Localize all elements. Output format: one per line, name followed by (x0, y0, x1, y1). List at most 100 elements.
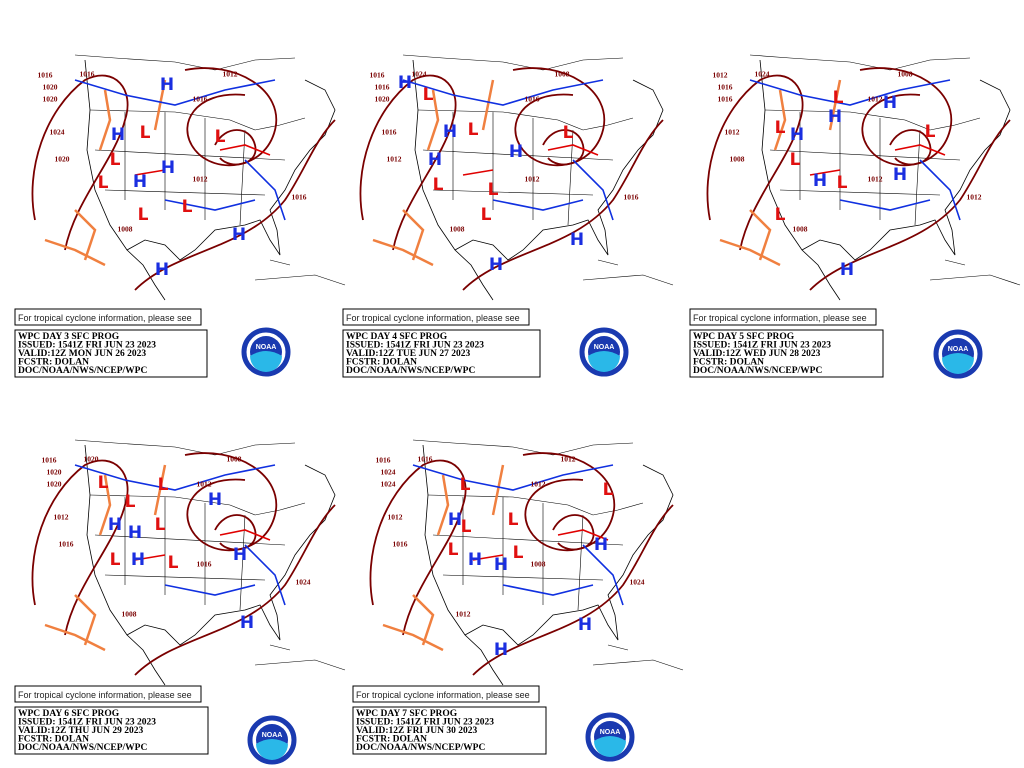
high-center: H (131, 550, 145, 570)
isobar-label: 1020 (375, 95, 390, 104)
low-center: L (833, 88, 844, 108)
isobar-label: 1008 (730, 155, 745, 164)
low-center: L (508, 510, 519, 530)
map-line (44, 464, 167, 652)
isobar-label: 1008 (555, 70, 570, 79)
map-line (542, 129, 585, 166)
info-line: VALID:12Z FRI JUN 30 2023 (356, 726, 477, 736)
logo-gull (588, 351, 620, 372)
map-line (809, 144, 946, 176)
isobar-label: 1012 (531, 480, 546, 489)
tropical-note: For tropical cyclone information, please… (356, 690, 530, 700)
high-center: H (160, 75, 174, 95)
info-line: DOC/NOAA/NWS/NCEP/WPC (356, 743, 485, 753)
map-line (759, 59, 1011, 301)
info-line: FCSTR: DOLAN (356, 735, 427, 745)
low-center: L (925, 122, 936, 142)
low-center: L (448, 540, 459, 560)
map-line (427, 494, 644, 611)
map-line (749, 79, 961, 221)
isobar-label: 1016 (59, 540, 74, 549)
isobar-label: 1012 (868, 95, 883, 104)
isobar-label: 1016 (42, 456, 57, 465)
isobar-label: 1016 (375, 83, 390, 92)
map: 1016 1020 1020 1024 1020 1012 1016 1012 1008 1016… (31, 54, 346, 301)
low-center: L (215, 127, 226, 147)
isobar-label: 1012 (54, 513, 69, 522)
logo-text: NOAA (262, 732, 283, 739)
isobar-label: 1016 (80, 70, 95, 79)
map-line (134, 119, 336, 291)
high-center: H (133, 172, 147, 192)
isobar-label: 1012 (388, 513, 403, 522)
map-line (764, 109, 981, 226)
map-line (214, 514, 257, 551)
high-center: H (398, 73, 412, 93)
map-line (84, 444, 336, 686)
map-line (889, 129, 932, 166)
map-line (412, 59, 664, 301)
low-center: L (110, 550, 121, 570)
high-center: H (108, 515, 122, 535)
isobar-label: 1008 (450, 225, 465, 234)
low-center: L (423, 85, 434, 105)
logo-gull (256, 739, 288, 760)
logo-text: NOAA (594, 344, 615, 351)
map-line (402, 79, 614, 221)
low-center: L (98, 473, 109, 493)
high-center: H (828, 107, 842, 127)
map-line (44, 79, 167, 267)
low-center: L (158, 475, 169, 495)
map-line (417, 109, 634, 226)
high-center: H (840, 260, 854, 280)
map-line (74, 54, 346, 286)
map: 1016 1020 1020 1012 1016 1008 1012 1016 1008 1024… (31, 439, 346, 686)
isobar-label: 1024 (50, 128, 65, 137)
high-center: H (233, 545, 247, 565)
high-center: H (893, 165, 907, 185)
high-center: H (578, 615, 592, 635)
map-line (472, 504, 674, 676)
isobar-label: 1020 (47, 480, 62, 489)
map-line (134, 529, 271, 561)
tropical-note: For tropical cyclone information, please… (18, 690, 192, 700)
map: 1012 1016 1016 1012 1008 1008 1012 1012 1008 1012… (706, 54, 1021, 301)
isobar-label: 1012 (387, 155, 402, 164)
info-line: DOC/NOAA/NWS/NCEP/WPC (693, 366, 822, 376)
info-line: VALID:12Z TUE JUN 27 2023 (346, 349, 470, 359)
map-line (74, 439, 346, 671)
high-center: H (111, 125, 125, 145)
info-box (689, 329, 884, 378)
tropical-note: For tropical cyclone information, please… (346, 313, 520, 323)
low-center: L (460, 475, 471, 495)
low-center: L (563, 123, 574, 143)
high-center: H (570, 230, 584, 250)
low-center: L (790, 150, 801, 170)
isobar-label: 1016 (393, 540, 408, 549)
info-line: DOC/NOAA/NWS/NCEP/WPC (346, 366, 475, 376)
low-center: L (513, 543, 524, 563)
note-box (14, 308, 202, 326)
info-line: ISSUED: 1541Z FRI JUN 23 2023 (693, 341, 831, 351)
info-line: WPC DAY 4 SFC PROG (346, 332, 448, 342)
high-center: H (883, 93, 897, 113)
info-line: ISSUED: 1541Z FRI JUN 23 2023 (356, 718, 494, 728)
high-center: H (489, 255, 503, 275)
low-center: L (168, 553, 179, 573)
info-line: WPC DAY 3 SFC PROG (18, 332, 120, 342)
info-box (14, 329, 208, 378)
high-center: H (468, 550, 482, 570)
tropical-note: For tropical cyclone information, please… (18, 313, 192, 323)
map-line (472, 529, 609, 561)
low-center: L (140, 123, 151, 143)
map-line (134, 504, 336, 676)
info-line: ISSUED: 1541Z FRI JUN 23 2023 (346, 341, 484, 351)
info-box (14, 706, 209, 755)
high-center: H (155, 260, 169, 280)
note-box (342, 308, 530, 326)
isobar-label: 1024 (381, 468, 396, 477)
map-line (749, 54, 1021, 286)
map-line (89, 109, 306, 226)
